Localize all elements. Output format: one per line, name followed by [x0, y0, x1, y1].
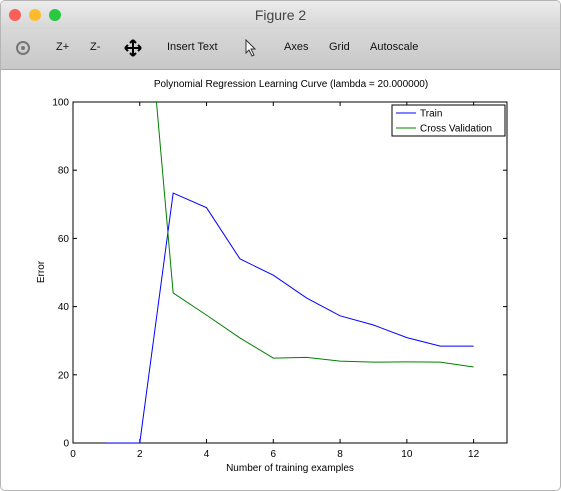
insert-text-button[interactable]: Insert Text	[167, 41, 218, 53]
rotate-icon[interactable]	[14, 39, 32, 57]
y-tick-label: 80	[58, 166, 70, 177]
select-icon[interactable]	[244, 39, 258, 57]
y-tick-label: 60	[58, 234, 70, 245]
x-tick-label: 0	[70, 449, 76, 460]
x-tick-label: 10	[401, 449, 413, 460]
y-tick-label: 100	[52, 98, 69, 109]
close-button[interactable]	[9, 9, 21, 21]
zoom-in-button[interactable]: Z+	[56, 41, 70, 53]
legend-box	[391, 104, 506, 137]
plot-lines	[106, 102, 474, 443]
x-tick-label: 8	[337, 449, 343, 460]
x-tick-label: 2	[137, 449, 143, 460]
zoom-button[interactable]	[49, 9, 61, 21]
pan-icon[interactable]	[124, 39, 142, 57]
y-tick-label: 0	[63, 439, 69, 450]
minimize-button[interactable]	[29, 9, 41, 21]
zoom-out-button[interactable]: Z-	[90, 41, 101, 53]
grid-button[interactable]: Grid	[329, 41, 350, 53]
y-tick-label: 20	[58, 370, 70, 381]
legend-label: Train	[420, 109, 442, 120]
toolbar: Z+ Z- Insert Text Axes Grid Autoscale	[1, 29, 560, 70]
y-axis-label: Error	[36, 260, 47, 283]
axes-box	[72, 101, 508, 444]
series-line	[155, 102, 474, 368]
x-tick-label: 4	[204, 449, 210, 460]
chart: Polynomial Regression Learning Curve (la…	[36, 79, 508, 474]
x-axis-label: Number of training examples	[226, 463, 354, 474]
legend-label: Cross Validation	[420, 124, 492, 135]
series-line	[106, 192, 474, 443]
autoscale-button[interactable]: Autoscale	[370, 41, 419, 53]
axes-button[interactable]: Axes	[284, 41, 309, 53]
x-tick-label: 6	[271, 449, 277, 460]
window-title: Figure 2	[254, 7, 307, 23]
y-tick-label: 40	[58, 302, 70, 313]
chart-title: Polynomial Regression Learning Curve (la…	[154, 79, 428, 90]
title-bar: Figure 2	[1, 1, 560, 29]
x-tick-label: 12	[468, 449, 480, 460]
